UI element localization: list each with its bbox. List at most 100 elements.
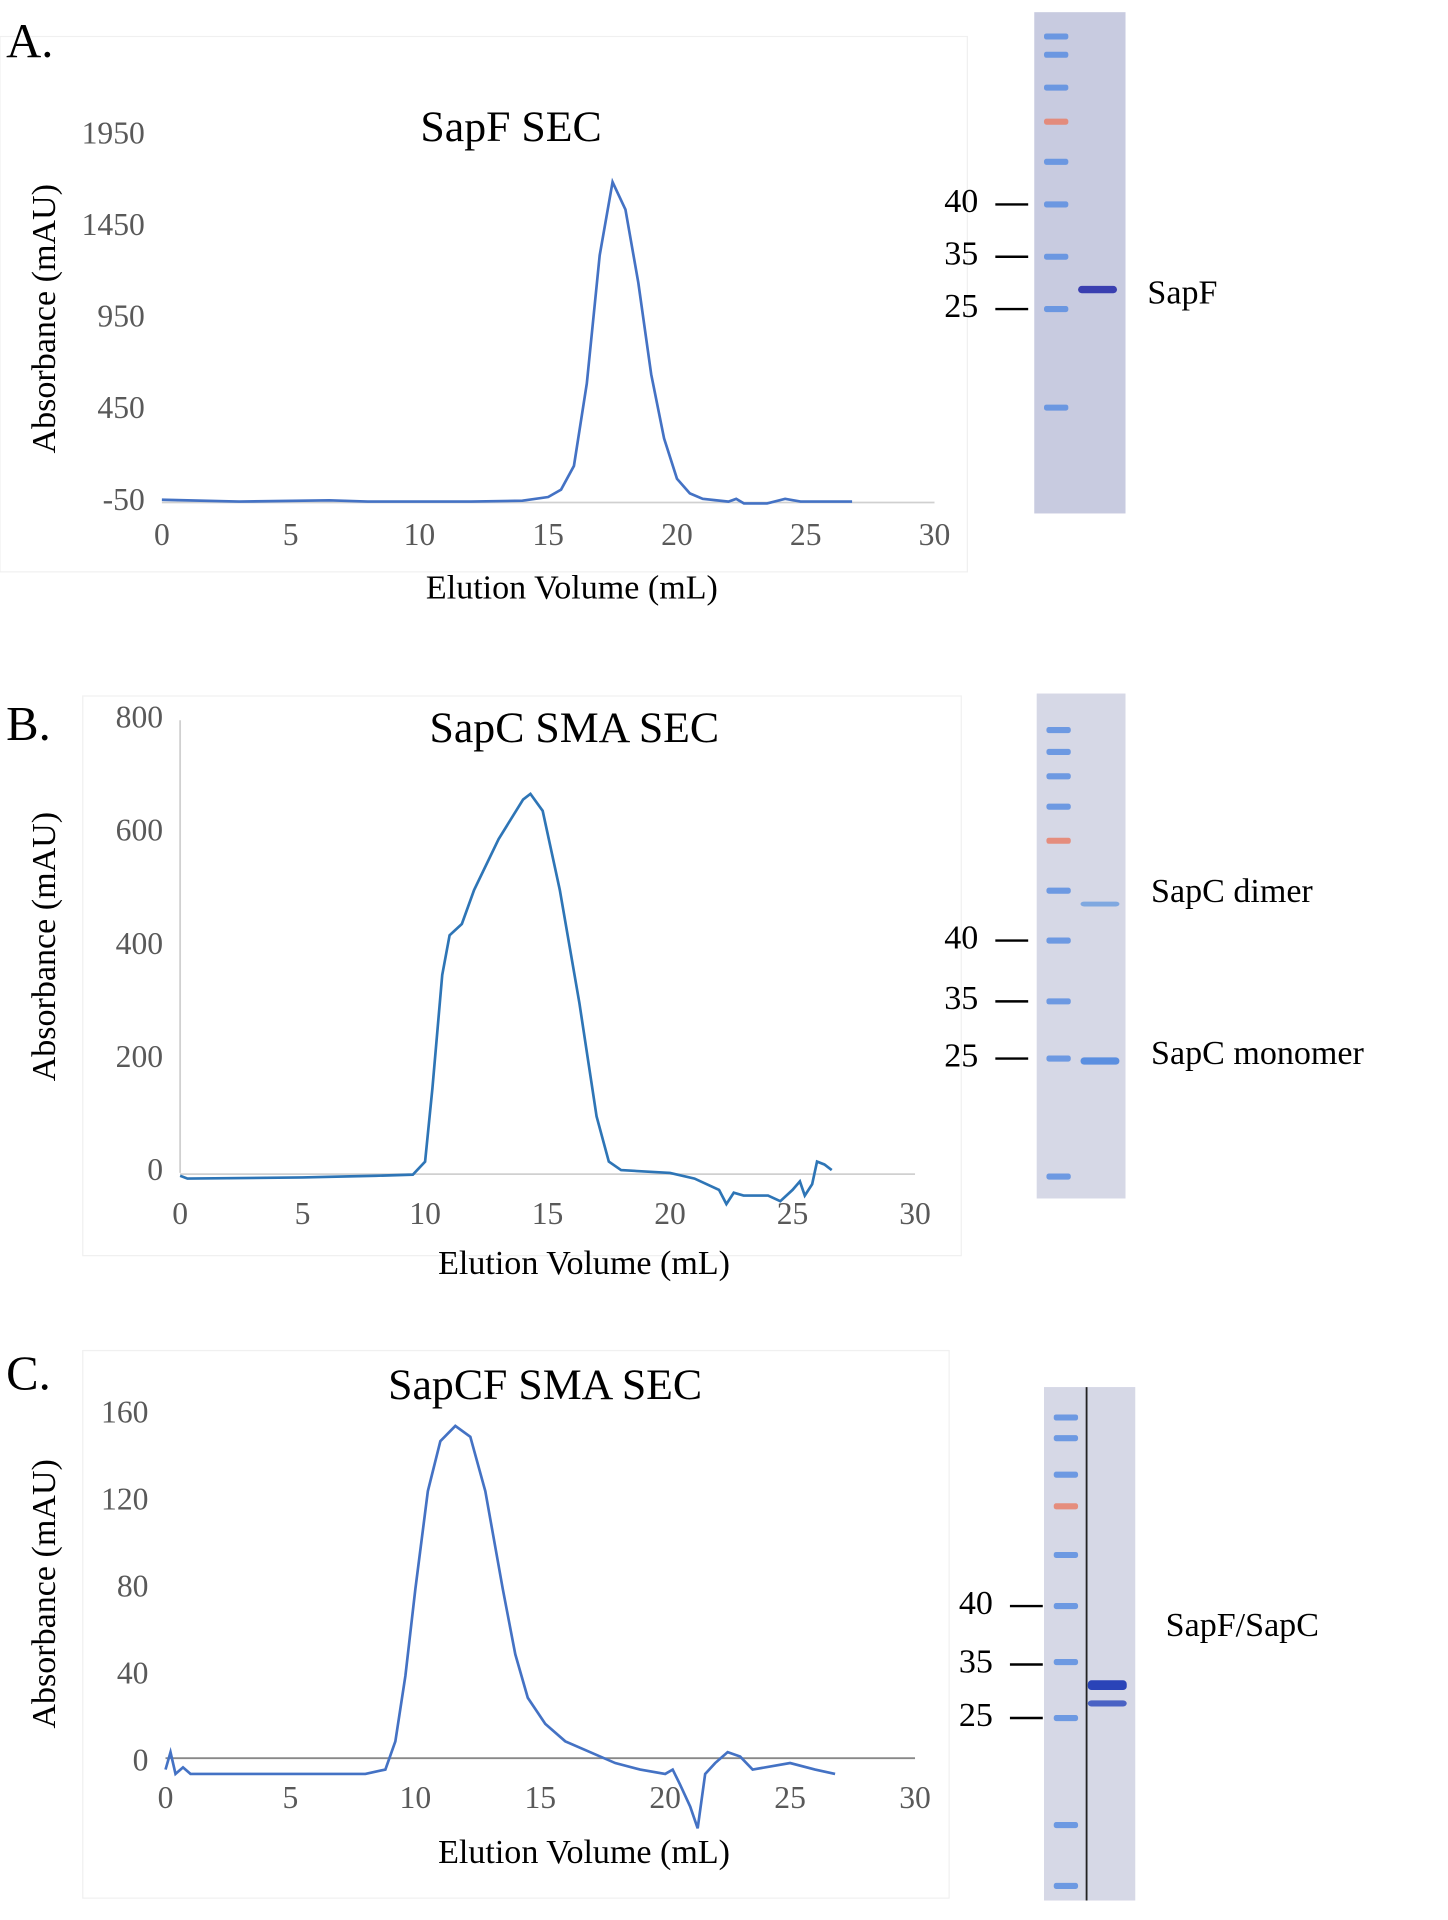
y-tick-label: 800 xyxy=(116,700,163,735)
x-tick-label: 0 xyxy=(158,1780,174,1815)
marker-label: 35 xyxy=(944,980,978,1017)
x-axis-title: Elution Volume (mL) xyxy=(438,1834,730,1871)
data-line xyxy=(164,1424,836,1829)
ladder-band xyxy=(1046,1055,1071,1062)
marker-label: 40 xyxy=(944,183,978,220)
data-line xyxy=(161,177,853,505)
x-tick-label: 25 xyxy=(774,1780,806,1815)
x-tick-label: 5 xyxy=(295,1196,311,1231)
y-tick-label: 950 xyxy=(97,299,144,334)
x-tick-label: 15 xyxy=(532,517,564,552)
x-tick-label: 10 xyxy=(409,1196,441,1231)
ladder-band xyxy=(1044,201,1069,208)
ladder-band xyxy=(1053,1471,1079,1478)
x-tick-label: 10 xyxy=(400,1780,432,1815)
band-label: SapF xyxy=(1147,274,1217,311)
gel-band xyxy=(1087,1700,1127,1707)
marker-label: 40 xyxy=(959,1585,993,1622)
ladder-band xyxy=(1053,1714,1079,1722)
marker-label: 40 xyxy=(944,919,978,956)
ladder-band xyxy=(1053,1503,1079,1510)
gel-band xyxy=(1078,285,1118,294)
y-tick-label: 600 xyxy=(116,813,163,848)
x-tick-label: 20 xyxy=(654,1196,686,1231)
chart-frame xyxy=(82,695,962,1257)
y-tick-label: 450 xyxy=(97,390,144,425)
ladder-band xyxy=(1044,33,1069,40)
ladder-band xyxy=(1044,84,1069,91)
y-tick-label: 200 xyxy=(116,1039,163,1074)
ladder-band xyxy=(1046,998,1071,1005)
ladder-band xyxy=(1053,1882,1079,1889)
y-tick-label: 1950 xyxy=(82,116,145,151)
ladder-band xyxy=(1053,1603,1079,1610)
data-line xyxy=(179,791,833,1207)
ladder-band xyxy=(1053,1551,1079,1559)
ladder-band xyxy=(1046,726,1071,734)
marker-label: 25 xyxy=(944,288,978,325)
gel-band xyxy=(1080,901,1120,907)
x-tick-label: 20 xyxy=(661,517,693,552)
x-tick-label: 10 xyxy=(404,517,436,552)
x-tick-label: 25 xyxy=(777,1196,809,1231)
ladder-band xyxy=(1053,1414,1079,1421)
ladder-band xyxy=(1044,51,1069,58)
y-tick-label: 0 xyxy=(133,1742,149,1777)
x-tick-label: 0 xyxy=(172,1196,188,1231)
ladder-band xyxy=(1053,1435,1079,1442)
marker-label: 35 xyxy=(944,236,978,273)
ladder-band xyxy=(1046,887,1071,894)
y-axis-title: Absorbance (mAU) xyxy=(26,184,63,453)
marker-label: 25 xyxy=(959,1697,993,1734)
ladder-band xyxy=(1053,1822,1079,1829)
y-tick-label: 120 xyxy=(101,1481,148,1516)
x-axis-title: Elution Volume (mL) xyxy=(438,1245,730,1282)
ladder-band xyxy=(1046,837,1071,844)
x-tick-label: 5 xyxy=(283,1780,299,1815)
ladder-band xyxy=(1046,1173,1071,1180)
chart-title: SapC SMA SEC xyxy=(430,704,720,752)
ladder-band xyxy=(1046,803,1071,810)
gel-band xyxy=(1087,1680,1127,1691)
chart-title: SapCF SMA SEC xyxy=(388,1361,702,1409)
y-tick-label: 80 xyxy=(117,1568,149,1603)
x-tick-label: 5 xyxy=(283,517,299,552)
x-axis-title: Elution Volume (mL) xyxy=(426,570,718,607)
ladder-band xyxy=(1046,773,1071,780)
band-label: SapF/SapC xyxy=(1166,1607,1319,1644)
y-tick-label: 400 xyxy=(116,926,163,961)
y-tick-label: 40 xyxy=(117,1655,149,1690)
y-tick-label: 0 xyxy=(147,1152,163,1187)
gel xyxy=(1036,693,1126,1199)
y-tick-label: 1450 xyxy=(82,207,145,242)
band-label: SapC dimer xyxy=(1151,873,1313,910)
marker-label: 25 xyxy=(944,1037,978,1074)
x-tick-label: 15 xyxy=(532,1196,564,1231)
x-tick-label: 30 xyxy=(899,1196,931,1231)
panel-label: A. xyxy=(6,14,53,68)
chart-title: SapF SEC xyxy=(420,103,601,151)
ladder-band xyxy=(1046,748,1071,755)
gel-band xyxy=(1080,1057,1120,1065)
ladder-band xyxy=(1044,118,1069,125)
y-axis-title: Absorbance (mAU) xyxy=(26,812,63,1081)
panel-label: B. xyxy=(6,697,51,751)
y-tick-label: -50 xyxy=(103,482,145,517)
ladder-band xyxy=(1053,1659,1079,1666)
band-label: SapC monomer xyxy=(1151,1035,1364,1072)
panel-label: C. xyxy=(6,1347,51,1401)
x-tick-label: 30 xyxy=(919,517,951,552)
x-tick-label: 30 xyxy=(899,1780,931,1815)
ladder-band xyxy=(1044,253,1069,260)
x-tick-label: 15 xyxy=(524,1780,556,1815)
ladder-band xyxy=(1044,306,1069,313)
marker-label: 35 xyxy=(959,1643,993,1680)
chart-frame xyxy=(0,35,968,573)
ladder-band xyxy=(1044,404,1069,411)
x-tick-label: 25 xyxy=(790,517,822,552)
gel xyxy=(1034,12,1126,514)
chart-frame xyxy=(82,1349,950,1899)
x-tick-label: 20 xyxy=(649,1780,681,1815)
y-tick-label: 160 xyxy=(101,1394,148,1429)
